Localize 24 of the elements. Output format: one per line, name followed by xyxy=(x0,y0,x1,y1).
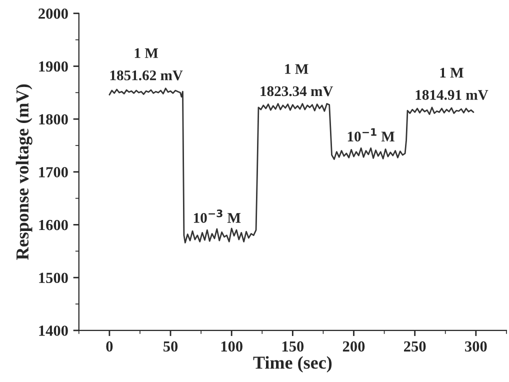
y-tick-label: 2000 xyxy=(38,8,68,19)
x-tick-label: 250 xyxy=(404,341,426,352)
y-tick-label: 1900 xyxy=(39,61,68,72)
y-tick-label: 1600 xyxy=(39,220,68,230)
x-tick-label: 50 xyxy=(163,341,178,352)
annotation: 1814.91 mV xyxy=(416,90,488,100)
annotation: 1823.34 mV xyxy=(260,86,334,96)
x-axis-title: Time (sec) xyxy=(253,356,332,372)
x-tick-label: 0 xyxy=(106,341,113,352)
annotation: 10$^{−1}$ M xyxy=(348,128,394,142)
x-tick-label: 100 xyxy=(221,341,242,352)
y-axis-title: Response voltage (mV) xyxy=(16,84,32,260)
annotation: 1 M xyxy=(440,68,464,78)
y-tick-label: 1700 xyxy=(39,167,68,178)
y-tick-label: 1400 xyxy=(39,326,68,336)
x-tick-label: 200 xyxy=(342,341,365,352)
x-tick-label: 150 xyxy=(282,341,304,352)
x-tick-label: 300 xyxy=(465,341,487,352)
y-tick-label: 1800 xyxy=(39,114,68,125)
annotation: 1 M xyxy=(134,48,158,58)
y-tick-label: 1500 xyxy=(39,272,68,284)
annotation: 1 M xyxy=(285,64,308,74)
annotation: 1851.62 mV xyxy=(110,70,183,80)
annotation: 10$^{−3}$ M xyxy=(194,210,241,223)
